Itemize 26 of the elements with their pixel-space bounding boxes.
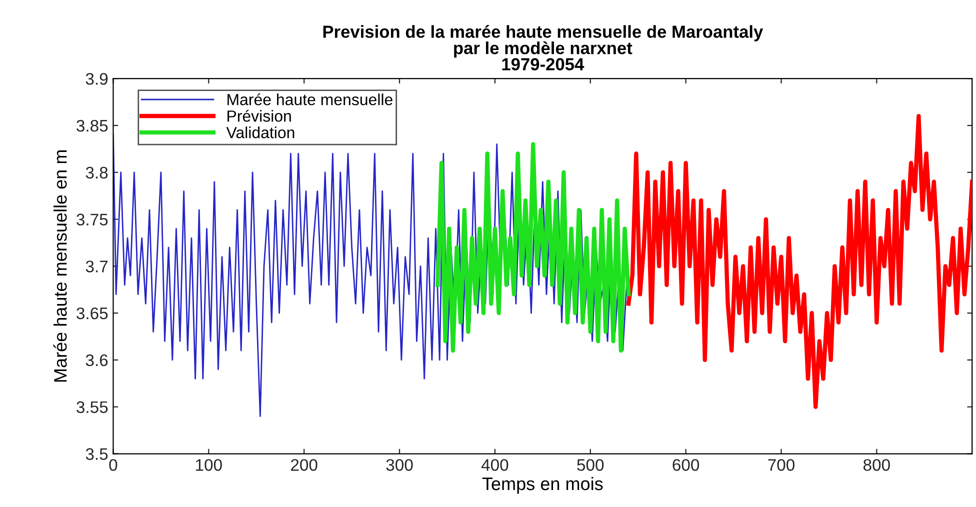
- line-series: [626, 114, 972, 409]
- y-tick-label: 3.85: [76, 120, 108, 132]
- x-tick-label: 0: [109, 459, 118, 471]
- x-tick-label: 400: [481, 459, 508, 471]
- x-tick-label: 100: [196, 459, 222, 471]
- x-tick-label: 500: [577, 459, 604, 471]
- legend-label: Validation: [226, 126, 294, 138]
- chart-title: Prevision de la marée haute mensuelle de Maroantaly par le modèle narxnet 1979-2054: [323, 25, 764, 70]
- y-tick-label: 3.8: [86, 166, 108, 179]
- y-tick-label: 3.55: [76, 401, 108, 414]
- x-tick-label: 300: [386, 459, 413, 471]
- x-tick-label: 600: [672, 459, 700, 471]
- legend-label: Marée haute mensuelle: [228, 93, 392, 106]
- x-axis-title: Temps en mois: [482, 476, 603, 494]
- y-tick-label: 3.65: [76, 307, 108, 320]
- y-tick-label: 3.75: [76, 214, 108, 226]
- y-tick-label: 3.5: [86, 448, 108, 460]
- x-tick-label: 700: [768, 459, 794, 471]
- line-series: [436, 142, 631, 353]
- x-tick-label: 200: [291, 459, 318, 471]
- x-tick-label: 800: [863, 459, 890, 471]
- y-tick-label: 3.6: [86, 354, 108, 366]
- y-axis-title: Marée haute mensuelle en m: [53, 150, 67, 382]
- y-tick-label: 3.7: [86, 260, 108, 272]
- legend-label: Prévision: [228, 110, 291, 122]
- y-tick-label: 3.9: [86, 72, 108, 85]
